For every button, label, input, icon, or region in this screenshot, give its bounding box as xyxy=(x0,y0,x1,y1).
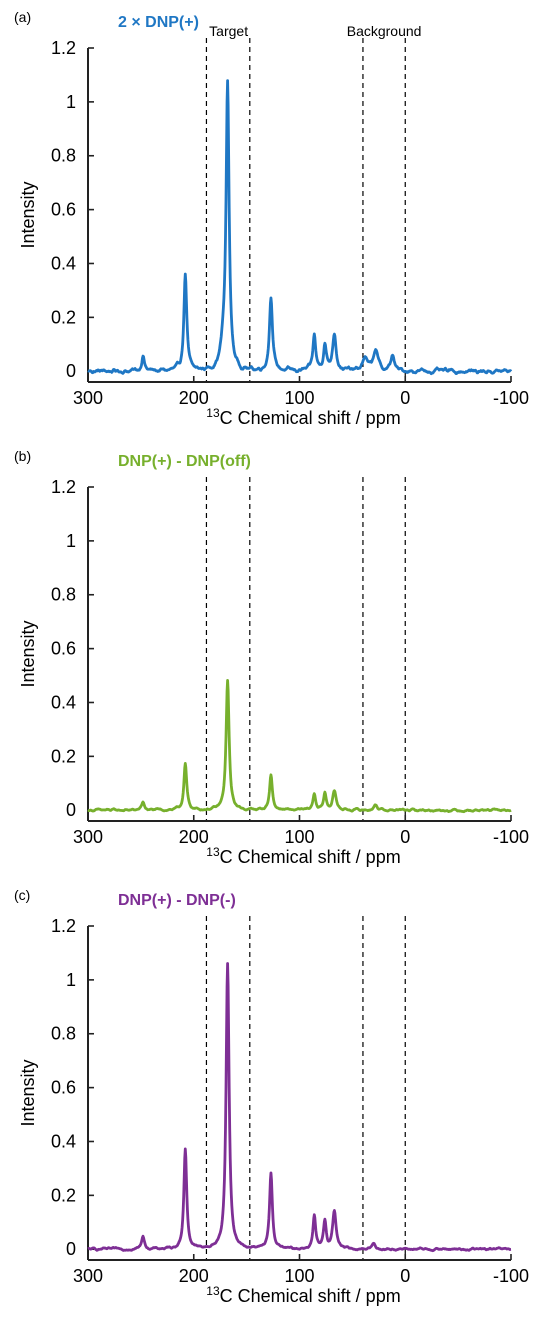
x-axis-title-superscript: 13 xyxy=(206,1284,220,1298)
y-tick-label: 0 xyxy=(66,361,76,381)
x-tick-label: -100 xyxy=(493,388,529,408)
x-tick-label: 100 xyxy=(284,388,314,408)
x-tick-label: 300 xyxy=(73,1266,103,1286)
series-title: DNP(+) - DNP(off) xyxy=(118,453,251,470)
panel-label: (c) xyxy=(14,887,30,903)
y-tick-label: 1 xyxy=(66,531,76,551)
region-label: Background xyxy=(347,23,422,39)
y-axis-title: Intensity xyxy=(18,181,38,248)
x-tick-label: 0 xyxy=(400,827,410,847)
y-tick-label: 0.4 xyxy=(51,692,76,712)
spectrum-series-line xyxy=(87,678,512,814)
y-tick-label: 0 xyxy=(66,800,76,820)
region-label: Target xyxy=(209,23,248,39)
chart-panel-3: (c) DNP(+) - DNP(-) 300 200 100 0 -100 0 0.2 0.4 0… xyxy=(14,887,529,1306)
x-tick-label: 0 xyxy=(400,388,410,408)
y-tick-label: 0 xyxy=(66,1239,76,1259)
y-axis-title: Intensity xyxy=(18,1059,38,1126)
x-tick-label: 200 xyxy=(179,827,209,847)
x-tick-label: -100 xyxy=(493,827,529,847)
y-tick-label: 0.4 xyxy=(51,1131,76,1151)
y-tick-label: 0.8 xyxy=(51,585,76,605)
x-axis-title-superscript: 13 xyxy=(206,845,220,859)
x-axis-title-text: C Chemical shift / ppm xyxy=(220,847,401,867)
x-tick-label: 0 xyxy=(400,1266,410,1286)
y-tick-label: 1.2 xyxy=(51,477,76,497)
y-tick-label: 0.8 xyxy=(51,1024,76,1044)
y-tick-label: 0.2 xyxy=(51,307,76,327)
y-axis-title: Intensity xyxy=(18,620,38,687)
y-tick-label: 0.2 xyxy=(51,746,76,766)
y-tick-label: 0.4 xyxy=(51,253,76,273)
x-tick-label: 200 xyxy=(179,1266,209,1286)
y-tick-label: 1 xyxy=(66,970,76,990)
x-axis-title-superscript: 13 xyxy=(206,406,220,420)
x-axis-title: 13C Chemical shift / ppm xyxy=(206,845,400,867)
x-axis-title-text: C Chemical shift / ppm xyxy=(220,1286,401,1306)
x-tick-label: 100 xyxy=(284,827,314,847)
x-axis-title: 13C Chemical shift / ppm xyxy=(206,406,400,428)
y-tick-label: 0.8 xyxy=(51,146,76,166)
y-tick-label: 0.6 xyxy=(51,1078,76,1098)
y-tick-label: 0.6 xyxy=(51,200,76,220)
panel-label: (b) xyxy=(14,448,31,464)
y-tick-label: 0.2 xyxy=(51,1185,76,1205)
chart-panel-2: (b) DNP(+) - DNP(off) 300 200 100 0 -100 0 0.2 0.… xyxy=(14,448,529,867)
panel-label: (a) xyxy=(14,9,31,25)
chart-panel-1: (a) 2 × DNP(+) Target Background 300 200 100 0 -… xyxy=(14,9,529,428)
x-tick-label: 300 xyxy=(73,827,103,847)
y-tick-label: 0.6 xyxy=(51,639,76,659)
x-tick-label: 200 xyxy=(179,388,209,408)
spectrum-series-line xyxy=(87,962,512,1253)
x-axis-title-text: C Chemical shift / ppm xyxy=(220,408,401,428)
x-tick-label: 300 xyxy=(73,388,103,408)
x-axis-title: 13C Chemical shift / ppm xyxy=(206,1284,400,1306)
x-tick-label: 100 xyxy=(284,1266,314,1286)
series-title: DNP(+) - DNP(-) xyxy=(118,892,236,909)
y-tick-label: 1 xyxy=(66,92,76,112)
y-tick-label: 1.2 xyxy=(51,916,76,936)
x-tick-label: -100 xyxy=(493,1266,529,1286)
series-title: 2 × DNP(+) xyxy=(118,14,199,31)
y-tick-label: 1.2 xyxy=(51,38,76,58)
spectrum-series-line xyxy=(87,79,513,376)
